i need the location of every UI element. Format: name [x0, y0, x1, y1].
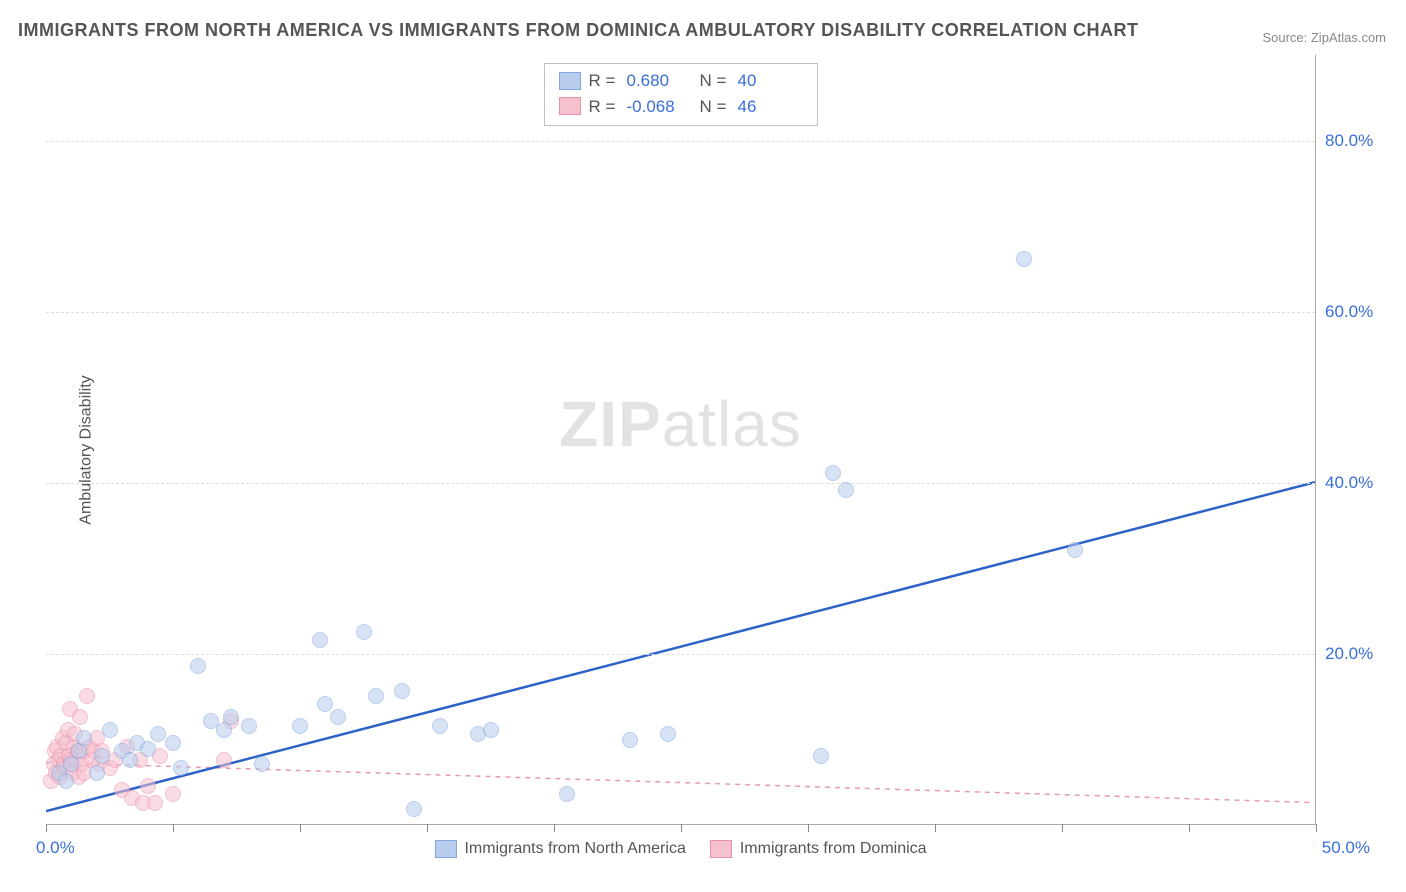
x-tick [554, 824, 555, 832]
gridline [46, 141, 1315, 142]
scatter-point [838, 482, 854, 498]
x-tick [935, 824, 936, 832]
legend-label-pink: Immigrants from Dominica [740, 840, 927, 858]
scatter-point [813, 748, 829, 764]
trendline [46, 762, 1315, 802]
y-tick-label: 60.0% [1325, 302, 1385, 322]
scatter-point [1016, 251, 1032, 267]
swatch-pink [710, 840, 732, 858]
scatter-point [292, 718, 308, 734]
legend-row-pink: R = -0.068 N = 46 [559, 94, 803, 120]
scatter-point [223, 709, 239, 725]
r-value-pink: -0.068 [627, 94, 692, 120]
scatter-point [356, 624, 372, 640]
source-attribution: Source: ZipAtlas.com [1262, 30, 1386, 45]
chart-area: Ambulatory Disability ZIPatlas R = 0.680… [46, 55, 1386, 845]
scatter-point [102, 722, 118, 738]
scatter-point [825, 465, 841, 481]
scatter-point [122, 752, 138, 768]
scatter-point [58, 773, 74, 789]
n-value-pink: 46 [738, 94, 803, 120]
watermark-atlas: atlas [662, 388, 802, 460]
x-tick [46, 824, 47, 832]
x-tick [300, 824, 301, 832]
gridline [46, 312, 1315, 313]
scatter-point [140, 778, 156, 794]
scatter-point [89, 765, 105, 781]
scatter-point [622, 732, 638, 748]
scatter-point [165, 786, 181, 802]
legend-label-blue: Immigrants from North America [464, 840, 685, 858]
swatch-blue [434, 840, 456, 858]
x-tick [1189, 824, 1190, 832]
n-label: N = [700, 68, 730, 94]
scatter-point [368, 688, 384, 704]
scatter-point [394, 683, 410, 699]
watermark: ZIPatlas [559, 387, 802, 461]
scatter-point [406, 801, 422, 817]
scatter-point [559, 786, 575, 802]
r-value-blue: 0.680 [627, 68, 692, 94]
scatter-point [241, 718, 257, 734]
scatter-point [254, 756, 270, 772]
swatch-blue [559, 72, 581, 90]
correlation-legend: R = 0.680 N = 40 R = -0.068 N = 46 [544, 63, 818, 126]
scatter-point [94, 748, 110, 764]
trendlines-svg [46, 55, 1315, 824]
scatter-point [483, 722, 499, 738]
r-label: R = [589, 68, 619, 94]
x-tick [427, 824, 428, 832]
legend-item-pink: Immigrants from Dominica [710, 840, 927, 858]
x-min-label: 0.0% [36, 838, 75, 858]
scatter-point [312, 632, 328, 648]
legend-row-blue: R = 0.680 N = 40 [559, 68, 803, 94]
trendline [46, 482, 1315, 811]
watermark-zip: ZIP [559, 388, 662, 460]
scatter-point [147, 795, 163, 811]
n-label: N = [700, 94, 730, 120]
plot-region: ZIPatlas R = 0.680 N = 40 R = -0.068 N =… [46, 55, 1316, 825]
x-tick [1316, 824, 1317, 832]
scatter-point [140, 741, 156, 757]
swatch-pink [559, 97, 581, 115]
gridline [46, 654, 1315, 655]
gridline [46, 483, 1315, 484]
scatter-point [216, 752, 232, 768]
legend-item-blue: Immigrants from North America [434, 840, 685, 858]
y-tick-label: 20.0% [1325, 644, 1385, 664]
x-tick [808, 824, 809, 832]
scatter-point [1067, 542, 1083, 558]
scatter-point [330, 709, 346, 725]
x-max-label: 50.0% [1322, 838, 1370, 858]
chart-title: IMMIGRANTS FROM NORTH AMERICA VS IMMIGRA… [18, 20, 1138, 41]
x-tick [681, 824, 682, 832]
scatter-point [173, 760, 189, 776]
scatter-point [432, 718, 448, 734]
series-legend: Immigrants from North America Immigrants… [434, 840, 926, 858]
scatter-point [76, 730, 92, 746]
y-tick-label: 80.0% [1325, 131, 1385, 151]
scatter-point [79, 688, 95, 704]
scatter-point [72, 709, 88, 725]
scatter-point [165, 735, 181, 751]
scatter-point [317, 696, 333, 712]
scatter-point [190, 658, 206, 674]
x-tick [173, 824, 174, 832]
x-tick [1062, 824, 1063, 832]
y-tick-label: 40.0% [1325, 473, 1385, 493]
scatter-point [150, 726, 166, 742]
n-value-blue: 40 [738, 68, 803, 94]
scatter-point [660, 726, 676, 742]
r-label: R = [589, 94, 619, 120]
